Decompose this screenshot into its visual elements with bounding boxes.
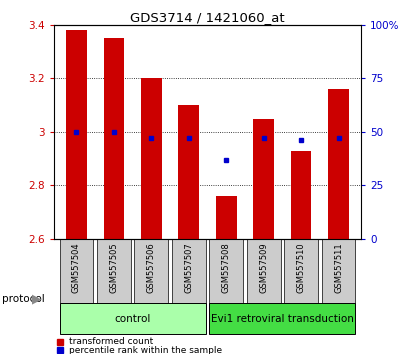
Text: GSM557505: GSM557505 — [110, 242, 118, 293]
Bar — [291, 151, 311, 239]
Bar — [328, 89, 349, 239]
Bar — [284, 239, 318, 303]
Text: GSM557504: GSM557504 — [72, 242, 81, 293]
Text: Evi1 retroviral transduction: Evi1 retroviral transduction — [211, 314, 354, 324]
Text: GSM557511: GSM557511 — [334, 242, 343, 293]
Text: control: control — [115, 314, 151, 324]
Text: GSM557506: GSM557506 — [147, 242, 156, 293]
Bar — [172, 239, 205, 303]
Bar — [66, 30, 87, 239]
Bar — [104, 38, 124, 239]
Text: GSM557507: GSM557507 — [184, 242, 193, 293]
Bar — [97, 239, 131, 303]
Text: ▶: ▶ — [32, 293, 42, 306]
Bar — [134, 239, 168, 303]
Bar — [247, 239, 281, 303]
Text: GSM557509: GSM557509 — [259, 242, 268, 293]
Bar — [60, 303, 205, 334]
Bar — [141, 78, 161, 239]
Title: GDS3714 / 1421060_at: GDS3714 / 1421060_at — [130, 11, 285, 24]
Text: transformed count: transformed count — [69, 337, 153, 347]
Text: protocol: protocol — [2, 294, 45, 304]
Bar — [322, 239, 355, 303]
Text: GSM557508: GSM557508 — [222, 242, 231, 293]
Bar — [60, 239, 93, 303]
Bar — [210, 239, 243, 303]
Bar — [178, 105, 199, 239]
Text: percentile rank within the sample: percentile rank within the sample — [69, 346, 222, 354]
Text: GSM557510: GSM557510 — [297, 242, 305, 293]
Bar — [254, 119, 274, 239]
Bar — [216, 196, 237, 239]
Bar — [210, 303, 355, 334]
